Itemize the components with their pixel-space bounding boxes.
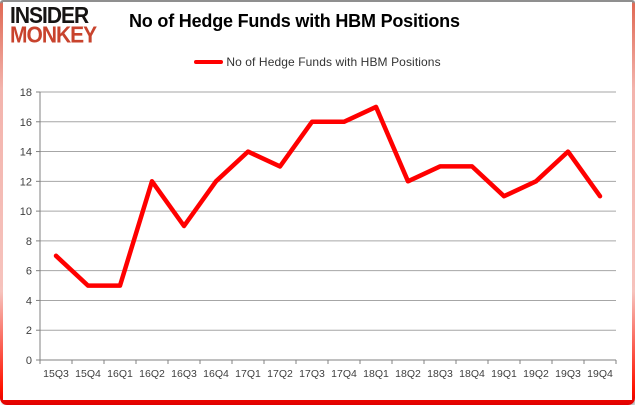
x-tick-label: 17Q4 — [331, 368, 357, 380]
x-tick-label: 16Q2 — [139, 368, 165, 380]
y-tick-label: 12 — [20, 176, 32, 188]
x-tick-label: 16Q3 — [171, 368, 197, 380]
x-tick-label: 19Q2 — [523, 368, 549, 380]
logo-line-monkey: MONKEY — [10, 23, 97, 49]
x-tick-label: 18Q2 — [395, 368, 421, 380]
legend-line-swatch — [194, 60, 224, 64]
line-chart: 0 2 4 6 8 10 12 14 16 18 15Q3 15Q4 16Q1 16Q2 16Q3 16Q4 1… — [20, 87, 617, 380]
y-tick-label: 14 — [20, 147, 32, 159]
x-tick-label: 17Q3 — [299, 368, 325, 380]
legend: No of Hedge Funds with HBM Positions — [3, 55, 632, 69]
y-tick-label: 8 — [26, 236, 32, 248]
x-tick-label: 15Q3 — [43, 368, 69, 380]
chart-card-inner: INSIDER MONKEY No of Hedge Funds with HB… — [3, 2, 632, 400]
x-tick-label: 18Q4 — [459, 368, 485, 380]
y-tick-label: 18 — [20, 87, 32, 99]
x-tick-label: 15Q4 — [75, 368, 101, 380]
x-tick-label: 18Q3 — [427, 368, 453, 380]
x-tick-label: 19Q4 — [587, 368, 613, 380]
y-tick-label: 0 — [26, 355, 32, 367]
x-tick-label: 17Q2 — [267, 368, 293, 380]
insider-monkey-logo: INSIDER MONKEY — [10, 3, 97, 49]
x-tick-label: 18Q1 — [363, 368, 389, 380]
y-tick-label: 16 — [20, 117, 32, 129]
legend-label: No of Hedge Funds with HBM Positions — [226, 55, 441, 69]
x-tick-label: 19Q1 — [491, 368, 517, 380]
x-tick-label: 19Q3 — [555, 368, 581, 380]
x-tick-label: 16Q1 — [107, 368, 133, 380]
y-tick-label: 6 — [26, 266, 32, 278]
logo-line-insider: INSIDER — [10, 3, 89, 29]
x-tick-label: 17Q1 — [235, 368, 261, 380]
page-title: No of Hedge Funds with HBM Positions — [129, 11, 460, 31]
y-tick-label: 10 — [20, 206, 32, 218]
y-tick-label: 4 — [26, 295, 32, 307]
x-tick-label: 16Q4 — [203, 368, 229, 380]
y-tick-label: 2 — [26, 325, 32, 337]
series-line — [53, 104, 603, 288]
